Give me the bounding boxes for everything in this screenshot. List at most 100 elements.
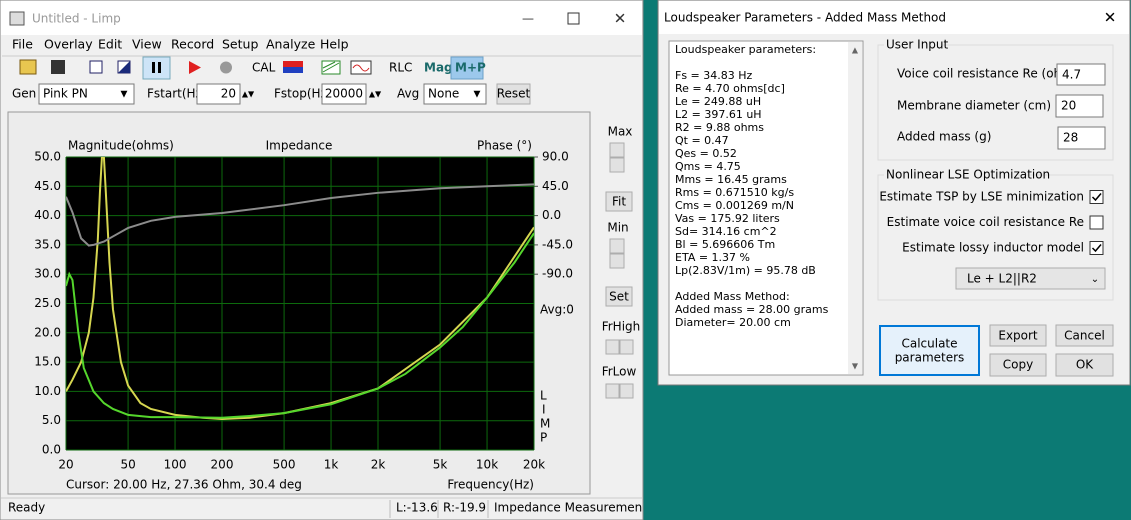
frhigh-left[interactable] [605,339,620,355]
button-label: Cancel [1064,329,1105,343]
button-label: Export [998,329,1038,343]
toolbar-button[interactable]: CAL [252,61,276,75]
menu-item[interactable]: Analyze [266,37,316,52]
button-label: parameters [895,351,965,365]
set-button[interactable] [605,286,633,307]
field-value: 4.7 [1062,68,1081,82]
fstop-input[interactable] [321,83,367,105]
fit-button[interactable] [605,191,633,212]
mp-button-bg[interactable] [450,56,484,80]
x-tick-label: 500 [273,458,296,472]
checkbox[interactable] [1089,190,1104,204]
ok-button[interactable] [1055,353,1114,377]
y2-tick-label: 45.0 [542,179,569,193]
pause-bar [158,62,161,73]
calculate-button[interactable] [879,325,980,376]
min-up[interactable] [609,238,625,254]
menu-item[interactable]: Edit [98,37,122,52]
reset-label: Reset [497,87,531,101]
save-icon[interactable] [51,60,65,74]
close[interactable]: ✕ [614,10,627,28]
menu-item[interactable]: File [12,37,33,52]
mass-input[interactable] [1057,126,1106,150]
max-up[interactable] [609,142,625,158]
flag-icon[interactable] [283,61,303,67]
dialog-title-bar [659,1,1129,34]
report-line: Qes = 0.52 [675,147,737,160]
min-label: Min [607,221,628,235]
model-select[interactable] [955,267,1106,290]
report-line: Qms = 4.75 [675,160,741,173]
report-line: ETA = 1.37 % [675,251,750,264]
status-text: Ready [8,501,45,515]
maximize[interactable] [567,12,580,25]
report-line: Diameter= 20.00 cm [675,316,791,329]
menu-item[interactable]: View [132,37,162,52]
record-icon[interactable] [189,61,201,74]
menu-item[interactable]: Setup [222,37,258,52]
re-input[interactable] [1056,63,1106,86]
avg-select[interactable] [423,83,487,105]
dialog-close[interactable]: ✕ [1104,9,1117,27]
stop-icon[interactable] [220,61,232,74]
spinner[interactable]: ▲▼ [242,90,255,99]
y2-tick-label: 90.0 [542,150,569,164]
frlow-left[interactable] [605,383,620,399]
spinner[interactable]: ▲▼ [369,90,382,99]
y-axis-title: Magnitude(ohms) [68,139,174,153]
invert-fill [118,61,130,73]
scroll-up[interactable]: ▲ [852,46,859,55]
copy-button[interactable] [989,353,1047,377]
reset-button[interactable] [496,83,531,105]
x-axis-title: Frequency(Hz) [447,478,534,492]
menu-item[interactable]: Record [171,37,214,52]
x-tick-label: 2k [371,458,386,472]
frhigh-right[interactable] [619,339,634,355]
y-tick-label: 40.0 [34,208,61,222]
report-line: Le = 249.88 uH [675,95,761,108]
dropdown-arrow: ▼ [474,90,481,100]
field-value: 28 [1063,131,1078,145]
scrollbar[interactable] [848,42,862,374]
minimize[interactable]: — [522,12,534,26]
y2-tick-label: -45.0 [542,237,573,251]
report-line: Added Mass Method: [675,290,790,303]
checkbox[interactable] [1089,241,1104,255]
group-title: User Input [886,38,949,52]
gen-select[interactable] [38,83,135,105]
checkbox[interactable] [1089,215,1104,230]
toolbar-button[interactable]: RLC [389,61,412,75]
fstart-input[interactable] [196,83,241,105]
scroll-down[interactable]: ▼ [852,362,859,371]
x-tick-label: 5k [433,458,448,472]
y-tick-label: 30.0 [34,267,61,281]
toolbar-button[interactable]: M+P [455,61,486,75]
fstop-value: 20000 [325,87,363,101]
checkmark [1091,244,1102,253]
min-down[interactable] [609,253,625,269]
report-line: R2 = 9.88 ohms [675,121,764,134]
menu-item[interactable]: Overlay [44,37,93,52]
toolbar-button[interactable]: Mag [424,61,453,75]
y-tick-label: 50.0 [34,150,61,164]
model-value: Le + L2||R2 [967,272,1037,286]
menu-item[interactable]: Help [320,37,349,52]
frlow-right[interactable] [619,383,634,399]
pause-button[interactable] [142,56,171,80]
export-button[interactable] [989,324,1047,347]
diameter-input[interactable] [1055,94,1104,118]
limp-window: Untitled - Limp — ✕ File Overlay Edit Vi… [0,0,644,520]
report-line: Sd= 314.16 cm^2 [675,225,777,238]
open-icon[interactable] [19,59,37,75]
y2-axis-title: Phase (°) [477,139,532,153]
copy-icon[interactable] [89,60,103,74]
max-down[interactable] [609,157,625,173]
watermark: L [540,389,547,403]
cancel-button[interactable] [1055,324,1114,347]
field-label: Voice coil resistance Re (ohms) [897,67,1084,81]
option-label: Estimate TSP by LSE minimization [879,190,1084,204]
x-tick-label: 50 [120,458,135,472]
x-tick-label: 100 [164,458,187,472]
group-title-bg [884,38,942,52]
